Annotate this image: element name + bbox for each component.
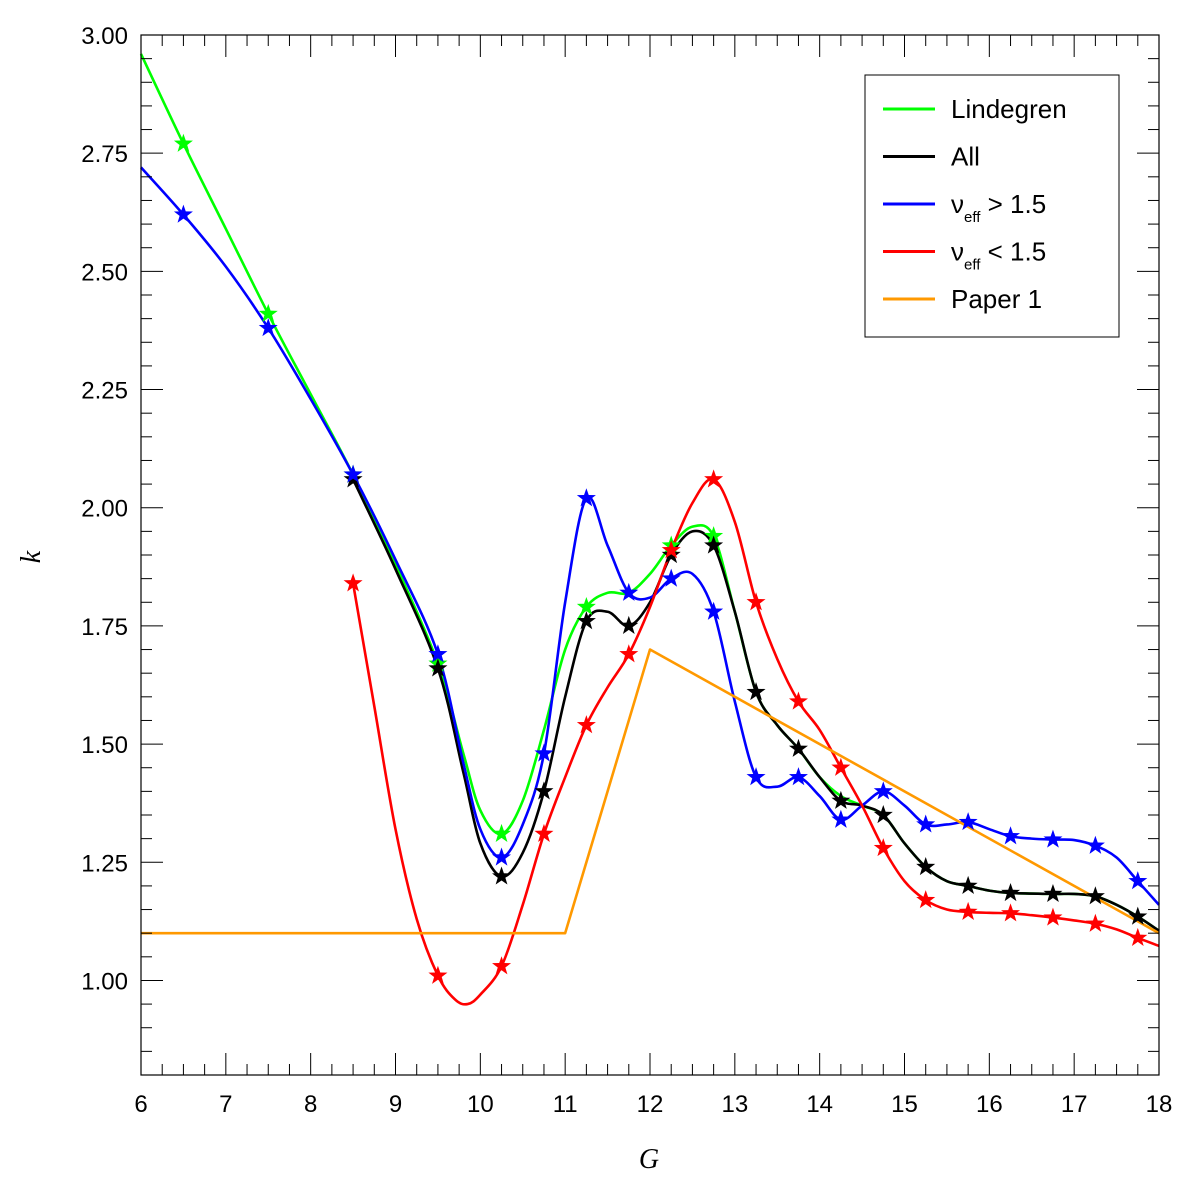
series-2-point-13 — [873, 781, 893, 800]
series-2-point-19 — [1128, 871, 1148, 890]
x-tick-label: 14 — [806, 1091, 833, 1118]
marker-layer — [173, 133, 1148, 984]
series-3-point-3 — [534, 823, 554, 842]
series-1-point-8 — [746, 682, 766, 701]
x-tick-label: 9 — [389, 1091, 402, 1118]
y-axis-title: k — [16, 550, 47, 563]
series-1-point-10 — [831, 790, 851, 809]
series-2-point-4 — [492, 847, 512, 866]
series-2-point-2 — [343, 464, 363, 483]
series-2-point-1 — [258, 318, 278, 337]
x-tick-label: 15 — [891, 1091, 918, 1118]
y-tick-label: 2.00 — [81, 496, 128, 523]
series-2-point-7 — [619, 582, 639, 601]
series-3-point-1 — [428, 965, 448, 984]
x-tick-label: 12 — [637, 1091, 664, 1118]
x-tick-label: 16 — [976, 1091, 1003, 1118]
series-2-point-9 — [704, 601, 724, 620]
series-3-point-17 — [1128, 927, 1148, 946]
y-tick-label: 1.75 — [81, 614, 128, 641]
series-4-line — [141, 648, 1160, 935]
series-3-point-5 — [619, 644, 639, 663]
series-1-point-4 — [576, 611, 596, 630]
series-0-point-4 — [492, 823, 512, 842]
series-1-point-16 — [1085, 886, 1105, 905]
series-1-point-15 — [1043, 883, 1063, 903]
series-0-point-7 — [704, 526, 724, 545]
series-1-point-1 — [428, 658, 448, 677]
series-2-point-12 — [831, 809, 851, 828]
series-2-point-5 — [534, 743, 554, 762]
series-1-point-7 — [704, 535, 724, 554]
series-2-point-8 — [661, 568, 681, 587]
y-tick-label: 1.00 — [81, 968, 128, 995]
y-tick-label: 2.50 — [81, 259, 128, 286]
axes-layer: 6 7 8 9 10 11 12 13 14 15 16 17 18 1.00 1.25 1.50 1.75 2.… — [81, 23, 1172, 1118]
series-2-point-17 — [1043, 829, 1063, 848]
x-tick-label: 6 — [134, 1091, 147, 1118]
series-3-point-9 — [788, 691, 808, 710]
series-1-point-3 — [534, 781, 554, 800]
series-3-point-4 — [576, 715, 596, 734]
series-3-point-6 — [661, 540, 681, 559]
series-2-point-11 — [788, 767, 808, 786]
y-tick-label: 1.50 — [81, 732, 128, 759]
x-tick-label: 17 — [1061, 1091, 1088, 1118]
x-axis-title: G — [639, 1144, 659, 1175]
series-1-point-5 — [619, 615, 639, 634]
series-1-point-11 — [873, 805, 893, 824]
series-0-point-5 — [576, 597, 596, 616]
legend-label-2: νeff > 1.5 — [951, 189, 1046, 226]
series-1-point-12 — [916, 857, 936, 876]
series-3-point-7 — [704, 469, 724, 488]
series-3-point-14 — [1001, 903, 1021, 922]
series-1-point-14 — [1001, 883, 1021, 902]
x-tick-label: 8 — [304, 1091, 317, 1118]
x-tick-label: 10 — [467, 1091, 494, 1118]
x-tick-label: 18 — [1146, 1091, 1173, 1118]
series-3-point-15 — [1043, 907, 1063, 926]
series-2-point-10 — [746, 767, 766, 786]
series-2-point-0 — [173, 204, 193, 223]
y-tick-label: 2.25 — [81, 378, 128, 405]
legend: Lindegren All νeff > 1.5 νeff < 1.5 Paper 1 — [864, 74, 1120, 338]
y-tick-label: 1.25 — [81, 850, 128, 877]
series-3-point-16 — [1085, 913, 1105, 932]
series-3-point-11 — [873, 838, 893, 857]
series-2-point-16 — [1001, 826, 1021, 845]
series-3-point-8 — [746, 592, 766, 611]
legend-label-4: Paper 1 — [951, 284, 1042, 314]
legend-label-0: Lindegren — [951, 94, 1067, 124]
x-tick-label: 7 — [219, 1091, 232, 1118]
legend-box — [864, 74, 1120, 338]
series-3-point-10 — [831, 757, 851, 776]
series-2-point-14 — [916, 814, 936, 833]
series-2-point-3 — [428, 644, 448, 663]
legend-label-1: All — [951, 142, 980, 172]
y-tick-label: 3.00 — [81, 23, 128, 50]
series-0-point-1 — [258, 303, 278, 322]
series-1-point-2 — [492, 866, 512, 885]
series-1-point-17 — [1128, 906, 1148, 925]
series-2-point-18 — [1085, 835, 1105, 854]
series-2-point-15 — [958, 812, 978, 831]
series-3-point-0 — [343, 573, 363, 592]
series-0-point-0 — [173, 133, 193, 152]
series-1-point-9 — [788, 738, 808, 757]
y-tick-label: 2.75 — [81, 141, 128, 168]
series-3-point-12 — [916, 890, 936, 909]
series-2-point-6 — [576, 488, 596, 507]
series-1-point-13 — [958, 875, 978, 894]
series-3-point-13 — [958, 901, 978, 920]
x-tick-label: 13 — [721, 1091, 748, 1118]
x-tick-label: 11 — [553, 1091, 578, 1118]
series-3-point-2 — [492, 956, 512, 975]
legend-label-3: νeff < 1.5 — [951, 237, 1046, 274]
